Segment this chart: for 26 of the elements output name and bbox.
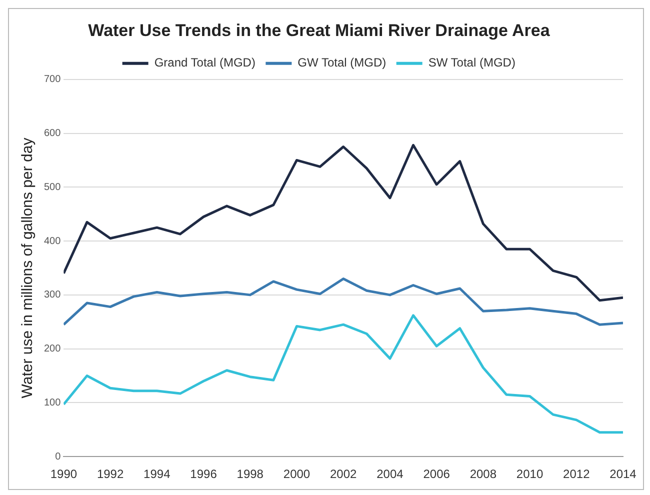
y-tick-label: 400	[44, 236, 62, 247]
x-tick-label: 1998	[236, 467, 264, 482]
y-tick-label: 200	[44, 344, 62, 355]
legend-label: Grand Total (MGD)	[154, 56, 256, 70]
legend-label: GW Total (MGD)	[298, 56, 386, 70]
y-tick-label: 100	[44, 397, 62, 408]
x-tick-label: 2004	[376, 467, 404, 482]
legend-label: SW Total (MGD)	[428, 56, 516, 70]
x-tick-label: 2014	[610, 467, 637, 482]
y-axis-title: Water use in millions of gallons per day	[19, 137, 36, 398]
x-tick-label: 2012	[563, 467, 590, 482]
x-tick-label: 2010	[516, 467, 544, 482]
x-tick-label: 1992	[96, 467, 124, 482]
chart-title: Water Use Trends in the Great Miami River Drainage Area	[88, 20, 550, 40]
x-tick-label: 2006	[423, 467, 450, 482]
y-tick-label: 600	[44, 128, 62, 140]
x-tick-label: 2008	[470, 467, 497, 482]
x-tick-label: 2000	[283, 467, 310, 482]
x-tick-label: 1994	[144, 467, 171, 482]
y-tick-label: 700	[44, 74, 62, 86]
y-tick-label: 300	[44, 290, 62, 301]
y-tick-label: 0	[55, 451, 62, 462]
x-tick-label: 2002	[330, 467, 358, 482]
y-tick-label: 500	[44, 182, 62, 193]
x-tick-label: 1996	[190, 467, 218, 482]
x-tick-label: 1990	[50, 467, 78, 482]
